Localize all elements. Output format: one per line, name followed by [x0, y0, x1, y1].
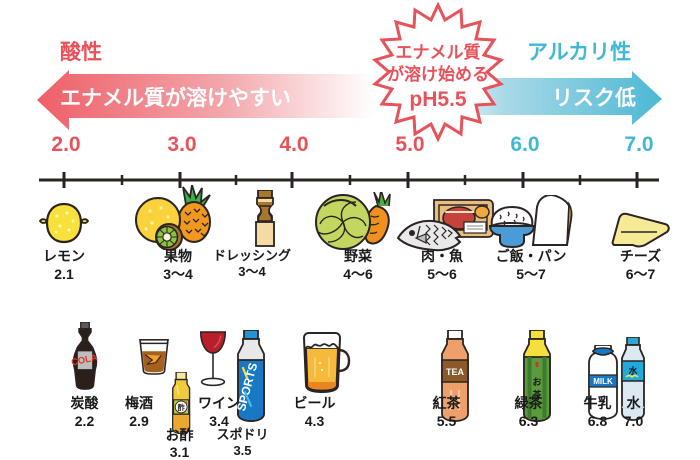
- svg-text:酢: 酢: [178, 403, 185, 412]
- svg-text:水: 水: [628, 365, 638, 376]
- svg-text:MILK: MILK: [593, 377, 613, 386]
- svg-text:TEA: TEA: [446, 367, 465, 377]
- svg-text:お: お: [532, 377, 541, 387]
